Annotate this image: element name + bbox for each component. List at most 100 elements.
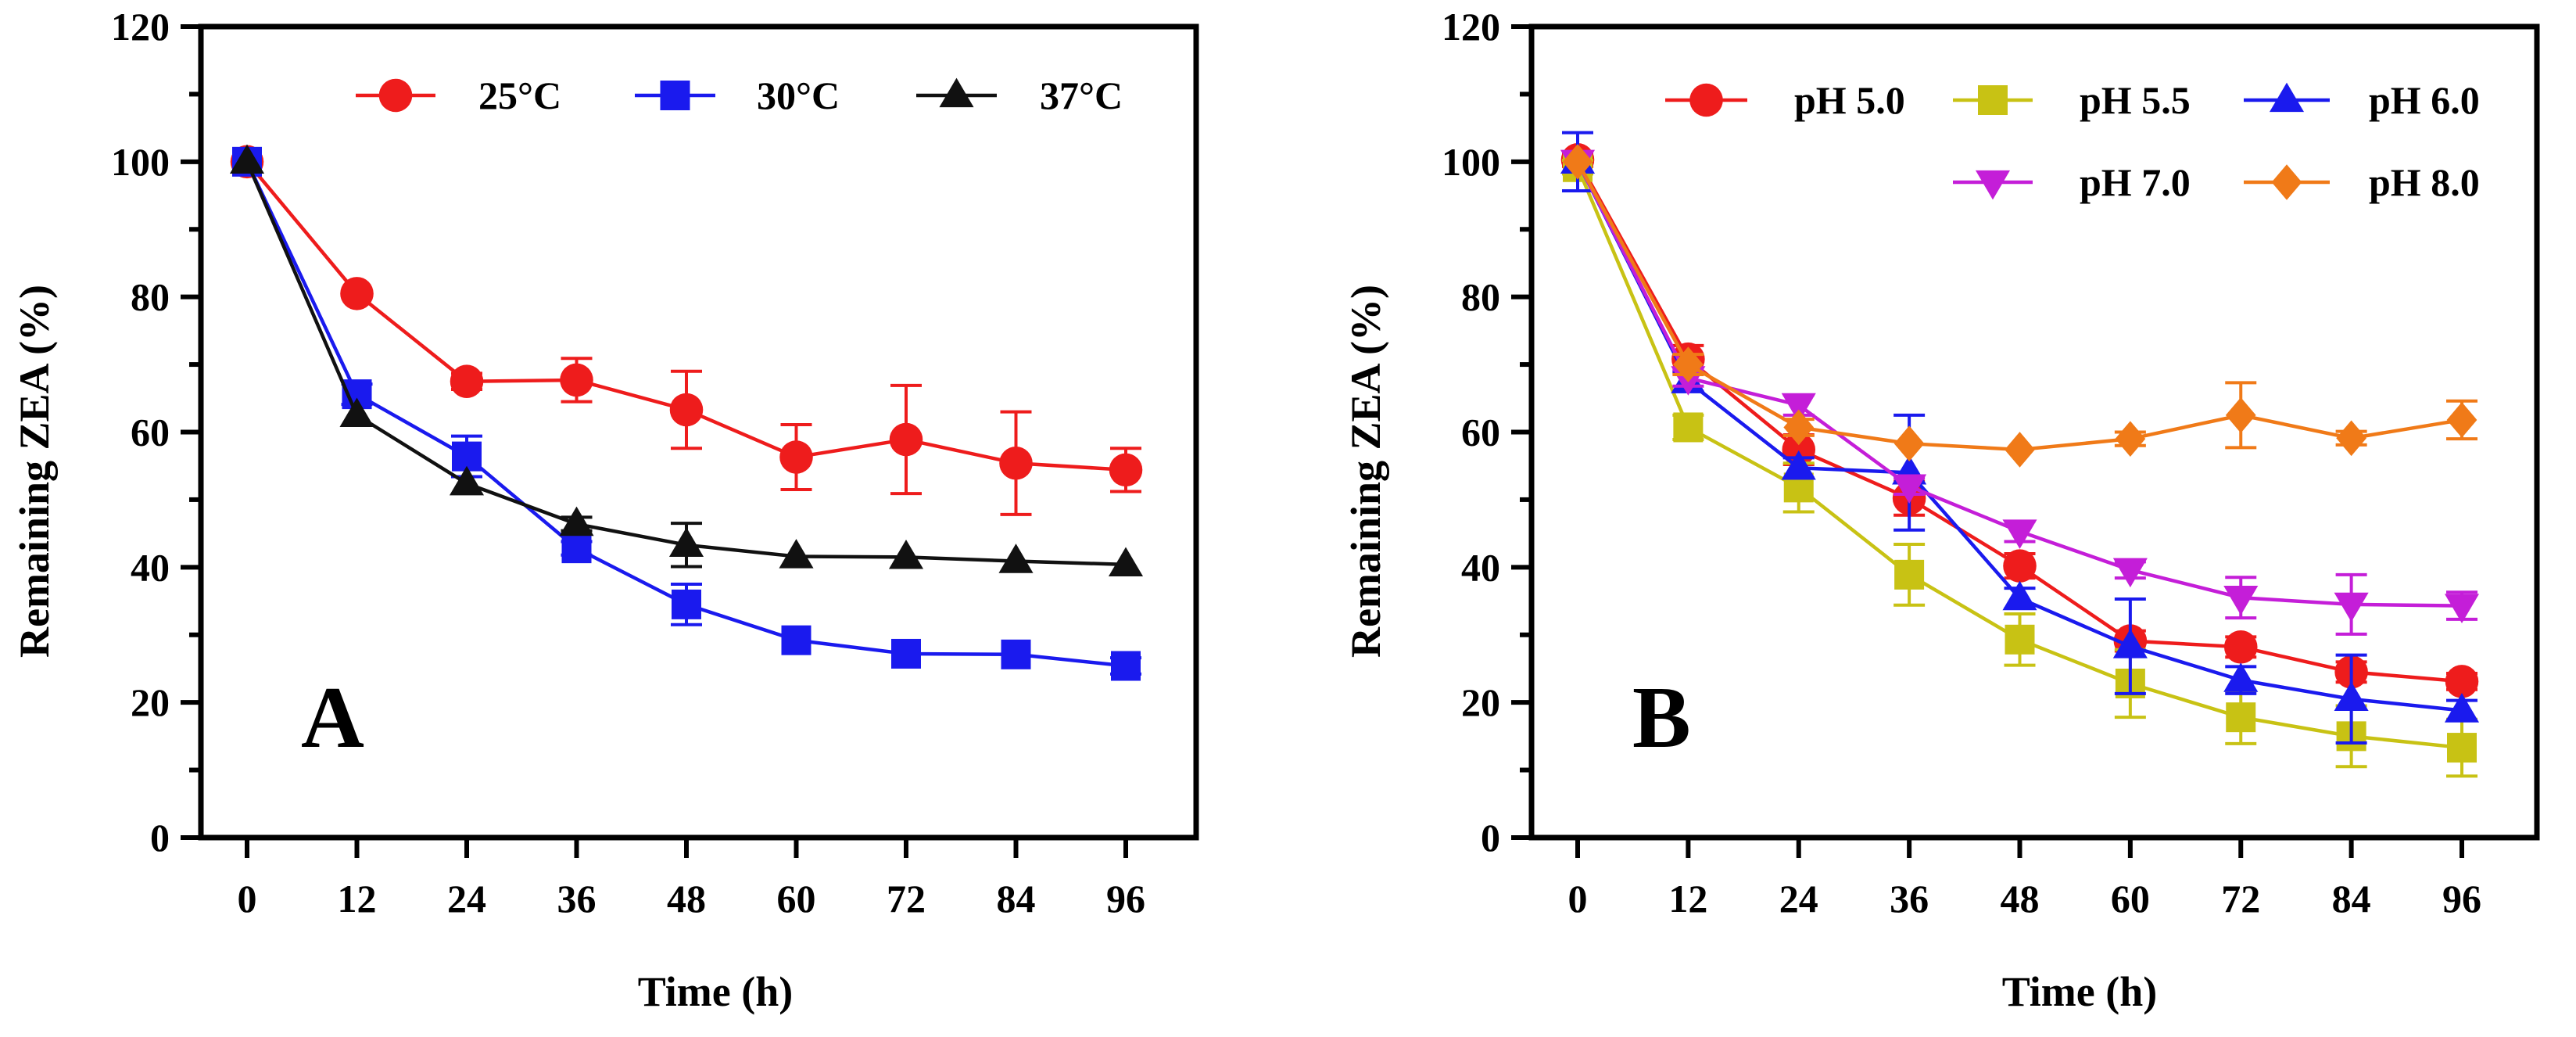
x-axis-title: Time (h) [2002, 968, 2158, 1015]
y-tick-label: 20 [131, 680, 170, 724]
y-tick-label: 40 [131, 545, 170, 589]
panel-letter: A [301, 669, 364, 766]
series-line [245, 160, 1127, 567]
data-point [1892, 474, 1927, 504]
data-point [1109, 453, 1143, 487]
data-point [2005, 432, 2035, 468]
y-tick-label: 100 [1442, 140, 1500, 184]
x-tick-label: 0 [1568, 877, 1588, 920]
data-point [559, 506, 594, 536]
data-point [2334, 592, 2369, 623]
legend-marker [1978, 85, 2008, 115]
x-axis-title: Time (h) [638, 968, 794, 1015]
x-tick-label: 96 [2442, 877, 2481, 920]
data-point [2444, 693, 2480, 723]
data-point [781, 625, 811, 655]
data-point [449, 465, 485, 496]
x-tick-label: 36 [1890, 877, 1929, 920]
legend-marker [2269, 82, 2305, 113]
data-point [2334, 681, 2369, 712]
x-tick-label: 36 [557, 877, 597, 920]
legend: pH 5.0 pH 5.5 pH 6.0 pH 7.0 pH 8.0 [1665, 78, 2480, 204]
chart-panel-a: 0 20 40 60 80 100 120 0 12 24 36 48 60 72 84 96 Time (h)… [11, 5, 1199, 1015]
x-tick-label: 60 [777, 877, 816, 920]
x-tick-label: 24 [1779, 877, 1818, 920]
data-point [891, 638, 921, 669]
legend-marker [939, 77, 974, 108]
data-point [1108, 547, 1144, 577]
series-line [1576, 160, 2463, 452]
legend-item: pH 8.0 [2244, 160, 2480, 204]
data-point [2223, 586, 2259, 615]
legend-item: 37°C [916, 74, 1123, 117]
legend-label: pH 8.0 [2369, 160, 2480, 204]
y-axis-title: Remaining ZEA (%) [1342, 285, 1389, 658]
data-point [779, 440, 813, 474]
data-point [2223, 630, 2258, 664]
data-point [450, 364, 484, 398]
y-tick-label: 80 [1461, 275, 1500, 319]
panel-letter: B [1632, 669, 1691, 766]
legend-item: 30°C [635, 74, 840, 117]
data-point [2005, 624, 2035, 655]
chart-panel-b: 0 20 40 60 80 100 120 0 12 24 36 48 60 72 84 96 Time (h)… [1342, 5, 2540, 1015]
x-tick-label: 60 [2111, 877, 2150, 920]
y-tick-label: 120 [1442, 5, 1500, 48]
x-tick-label: 84 [997, 877, 1036, 920]
legend-item: pH 6.0 [2244, 78, 2480, 122]
legend-label: 25°C [478, 74, 561, 117]
data-point [2445, 665, 2479, 698]
data-point [1562, 144, 1593, 180]
legend-label: pH 5.5 [2080, 78, 2191, 122]
data-point [2446, 402, 2477, 438]
data-point [2002, 580, 2037, 611]
x-tick-label: 0 [238, 877, 257, 920]
data-point [1673, 412, 1704, 443]
legend: 25°C 30°C 37°C [356, 74, 1123, 117]
legend-label: pH 5.0 [1794, 78, 1905, 122]
legend-item: pH 5.0 [1665, 78, 1905, 122]
x-tick-label: 72 [2221, 877, 2260, 920]
legend-marker [1689, 83, 1723, 117]
legend-item: 25°C [356, 74, 561, 117]
data-point [1781, 450, 1816, 480]
legend-marker [1975, 170, 2011, 200]
data-point [2112, 558, 2148, 588]
data-point [1781, 393, 1816, 423]
y-tick-label: 0 [1481, 816, 1500, 859]
y-tick-label: 0 [150, 816, 170, 859]
y-tick-label: 80 [131, 275, 170, 319]
y-tick-label: 20 [1461, 680, 1500, 724]
data-point [888, 539, 924, 569]
legend-label: 37°C [1040, 74, 1123, 117]
y-axis-title: Remaining ZEA (%) [11, 285, 58, 658]
legend-item: pH 7.0 [1953, 160, 2191, 204]
data-point [229, 144, 265, 174]
data-point [669, 393, 704, 427]
series-1 [232, 146, 1141, 681]
data-point [1111, 651, 1141, 681]
series-0 [230, 145, 1143, 516]
data-point [998, 544, 1034, 573]
x-tick-label: 84 [2332, 877, 2371, 920]
x-tick-label: 24 [447, 877, 486, 920]
data-point [2003, 549, 2037, 583]
y-tick-label: 100 [111, 140, 170, 184]
data-point [2444, 594, 2480, 623]
data-point [1783, 409, 1815, 446]
data-point [2226, 702, 2256, 733]
y-tick-label: 120 [111, 5, 170, 48]
data-point [560, 363, 593, 397]
data-point [2115, 421, 2146, 457]
data-point [1894, 559, 1925, 590]
data-point [2223, 662, 2259, 692]
legend-label: 30°C [757, 74, 840, 117]
y-tick-label: 60 [131, 411, 170, 454]
data-point [2225, 397, 2256, 433]
y-tick-label: 40 [1461, 545, 1500, 589]
data-point [2002, 519, 2037, 549]
data-point [2447, 733, 2477, 763]
data-point [1893, 425, 1925, 461]
series-2 [229, 144, 1144, 577]
